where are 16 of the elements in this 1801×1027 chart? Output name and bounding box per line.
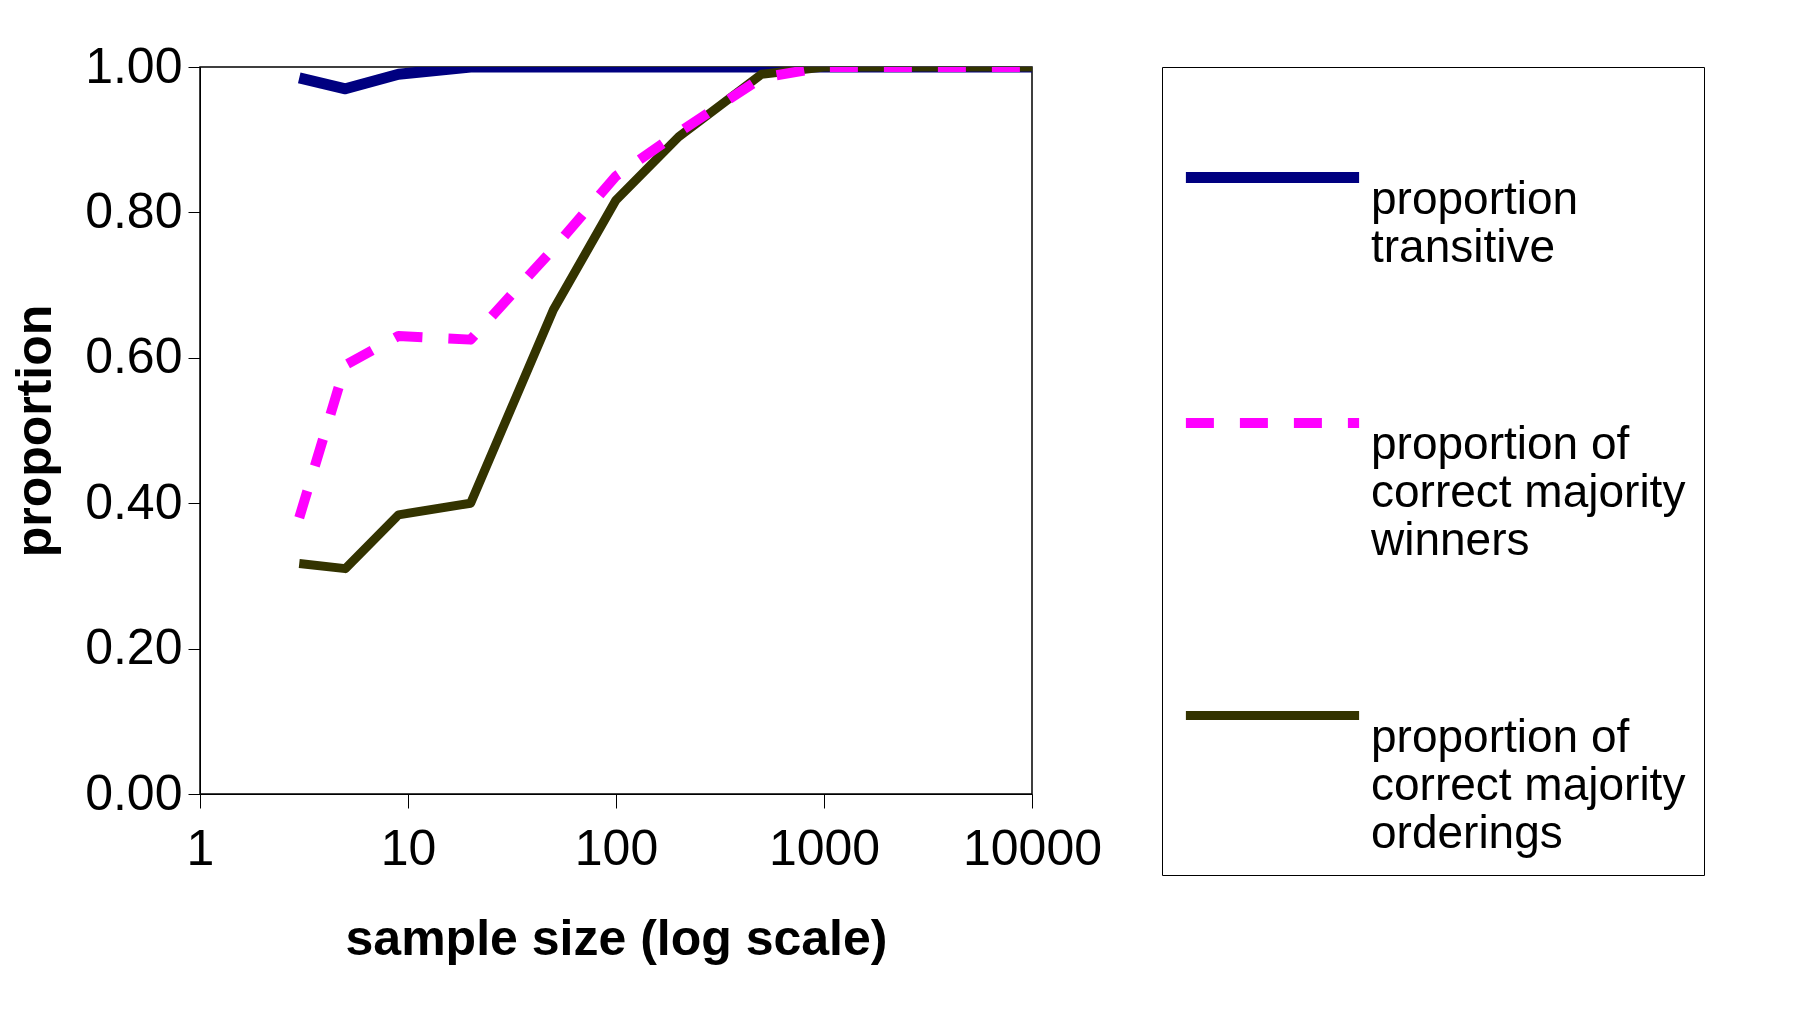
- y-tick-label: 0.20: [85, 619, 183, 676]
- x-axis-title: sample size (log scale): [345, 909, 888, 966]
- y-tick-label: 0.00: [85, 764, 183, 821]
- y-tick-label: 0.40: [85, 473, 183, 530]
- y-axis-title: proportion: [6, 304, 63, 558]
- legend-label: proportion of correct majority winners: [1370, 417, 1686, 565]
- legend-label: proportion transitive: [1371, 171, 1579, 272]
- y-tick-label: 0.80: [85, 182, 183, 239]
- x-tick-label: 1: [186, 819, 215, 876]
- x-tick-label: 1000: [768, 819, 881, 876]
- x-tick-label: 100: [574, 819, 659, 876]
- x-tick-label: 10000: [962, 819, 1103, 876]
- y-tick-label: 1.00: [85, 37, 183, 94]
- y-tick-label: 0.60: [85, 328, 183, 385]
- x-tick-label: 10: [380, 819, 437, 876]
- legend-label: proportion of correct majority orderings: [1371, 709, 1686, 858]
